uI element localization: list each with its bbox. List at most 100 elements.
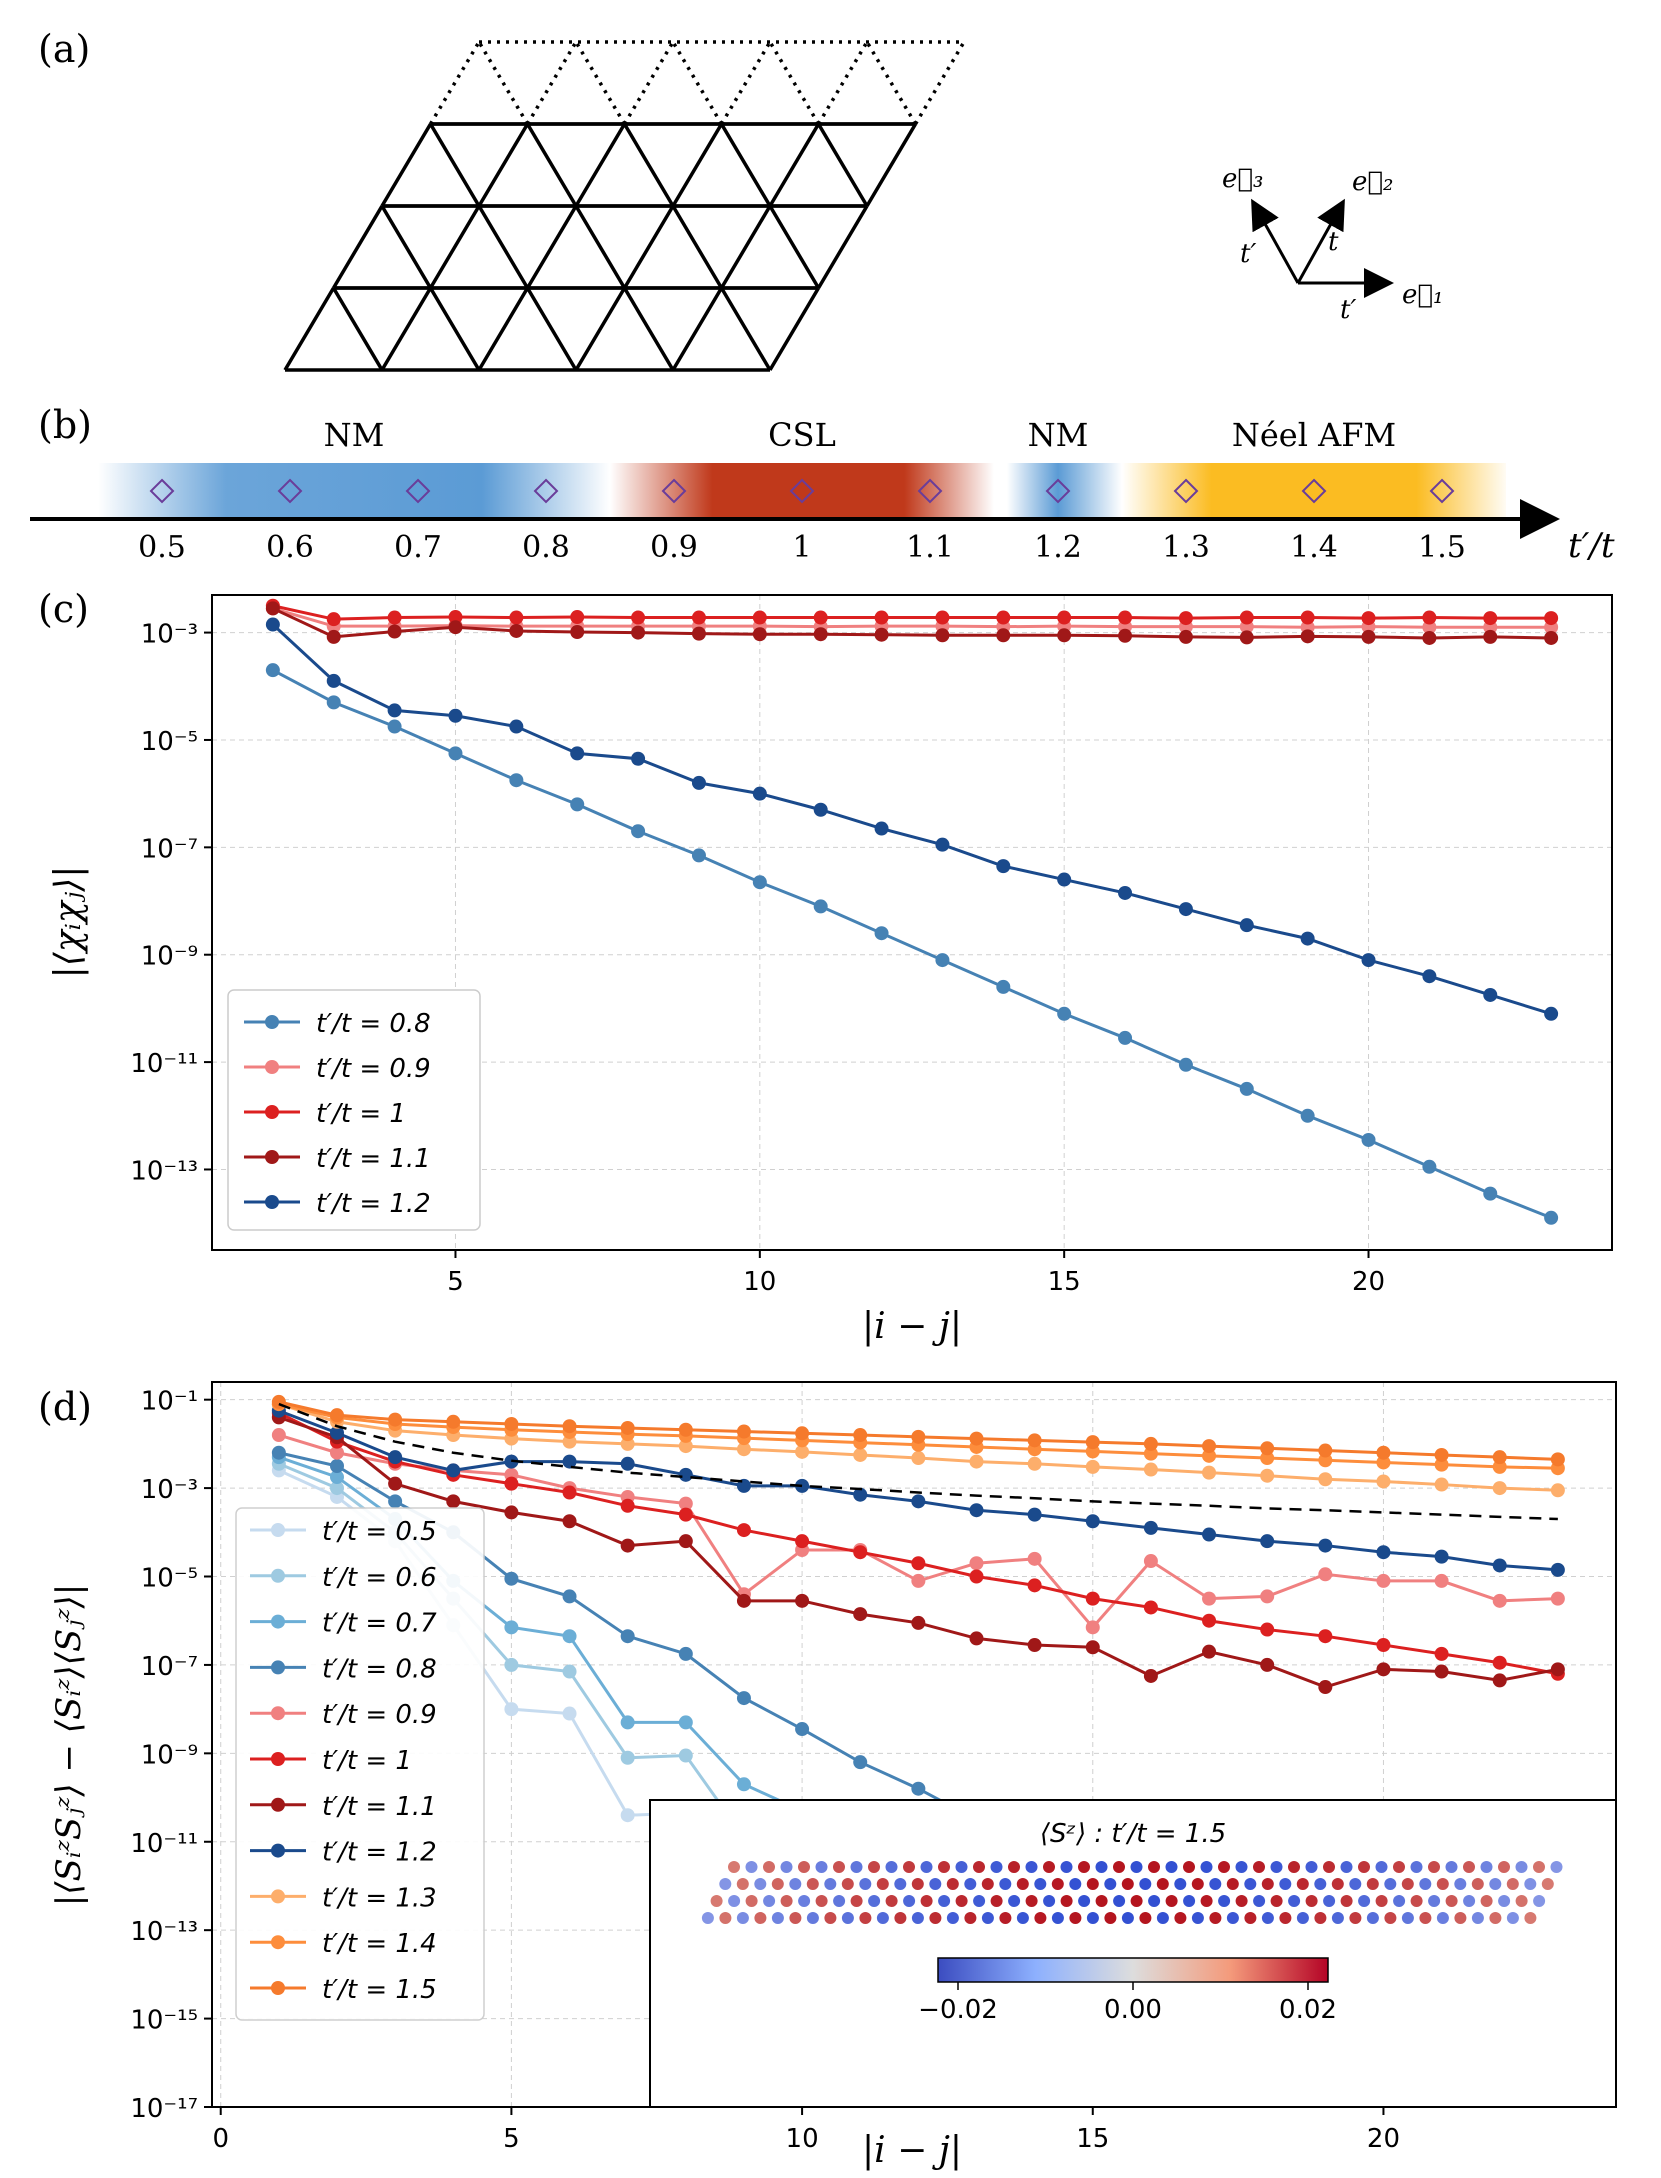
t-prime-horiz-label: t′ <box>1340 295 1356 325</box>
spin-site <box>911 1878 924 1890</box>
legend-box <box>227 989 481 1231</box>
phase-tick-label: 0.6 <box>266 530 314 565</box>
data-point <box>1361 1132 1376 1147</box>
spin-site <box>1139 1912 1152 1924</box>
spin-site <box>1261 1878 1274 1890</box>
data-point <box>1550 1452 1565 1467</box>
data-point <box>509 623 524 638</box>
data-point <box>562 1589 577 1604</box>
legend-marker <box>271 1981 285 1995</box>
y-tick-label: 10⁻¹³ <box>130 1156 198 1186</box>
legend-marker <box>271 1935 285 1950</box>
data-point <box>935 837 950 852</box>
data-point <box>853 1428 868 1443</box>
spin-site <box>1436 1878 1449 1890</box>
spin-site <box>1244 1878 1257 1890</box>
phase-point-marker <box>1301 478 1327 504</box>
data-point <box>969 1503 984 1518</box>
spin-site <box>859 1878 872 1890</box>
spin-site <box>1445 1861 1458 1873</box>
data-point <box>329 1408 344 1423</box>
data-point <box>387 610 402 625</box>
data-point <box>1085 1591 1100 1606</box>
lattice-bond <box>865 123 918 207</box>
spin-site <box>1314 1912 1327 1924</box>
data-point <box>562 1485 577 1500</box>
spin-site <box>1183 1895 1196 1907</box>
data-point <box>1544 1210 1559 1225</box>
triangular-lattice <box>283 40 966 372</box>
panel-a-label: (a) <box>38 27 90 71</box>
data-point <box>1492 1450 1507 1465</box>
spin-site <box>754 1878 767 1890</box>
data-point <box>446 1494 461 1509</box>
legend-label: t′/t = 1.2 <box>316 1189 431 1219</box>
spin-site <box>1375 1861 1388 1873</box>
data-point <box>1143 1462 1158 1477</box>
spin-site <box>1051 1878 1064 1890</box>
data-point <box>265 601 280 616</box>
spin-site <box>973 1861 985 1873</box>
lattice-bond <box>719 123 772 207</box>
data-point <box>1027 1433 1042 1448</box>
spin-site <box>1148 1895 1161 1907</box>
spin-site <box>1008 1861 1020 1873</box>
data-point <box>1434 1549 1449 1564</box>
lattice-bond <box>913 41 966 125</box>
data-point <box>1483 1186 1498 1201</box>
spin-site <box>894 1878 907 1890</box>
spin-site <box>1244 1912 1257 1924</box>
lattice-bond <box>428 205 481 289</box>
spin-site <box>876 1878 889 1890</box>
lattice-bond <box>622 123 675 207</box>
lattice-bond <box>768 123 821 207</box>
data-point <box>1318 1567 1333 1582</box>
data-point <box>1027 1551 1042 1566</box>
data-point <box>969 1454 984 1469</box>
data-point <box>448 746 463 761</box>
data-point <box>1544 611 1559 626</box>
phase-point-marker <box>789 478 815 504</box>
lattice-bond <box>865 41 918 125</box>
spin-site <box>1209 1912 1222 1924</box>
data-point <box>265 617 280 632</box>
spin-site <box>806 1912 819 1924</box>
data-point <box>504 1571 519 1586</box>
data-point <box>570 746 585 761</box>
data-point <box>1118 885 1133 900</box>
data-point <box>969 1556 984 1571</box>
legend-label: t′/t = 0.8 <box>322 1654 437 1684</box>
spin-site <box>1410 1861 1423 1873</box>
data-point <box>631 751 646 766</box>
data-point <box>1318 1538 1333 1553</box>
spin-site <box>1279 1878 1292 1890</box>
data-point <box>853 1487 868 1502</box>
lattice-bond <box>477 41 530 125</box>
lattice-bond <box>816 205 869 289</box>
lattice-bond <box>525 123 578 207</box>
y-axis-label: |⟨SᵢᶻSⱼᶻ⟩ − ⟨Sᵢᶻ⟩⟨Sⱼᶻ⟩| <box>49 1584 89 1907</box>
data-point <box>1178 611 1193 626</box>
legend-label: t′/t = 1.3 <box>322 1883 437 1913</box>
panel-c-label: (c) <box>38 587 89 631</box>
colorbar-tick-label: −0.02 <box>918 1995 998 2025</box>
data-point <box>996 628 1011 643</box>
spin-site <box>938 1861 950 1873</box>
spin-site <box>1165 1895 1178 1907</box>
legend-marker <box>271 1797 285 1812</box>
data-point <box>1178 902 1193 917</box>
data-point <box>1027 1456 1042 1471</box>
data-point <box>853 1755 868 1770</box>
data-point <box>1376 1662 1391 1677</box>
spin-site <box>1533 1895 1546 1907</box>
data-point <box>813 627 828 642</box>
data-point <box>1118 1030 1133 1045</box>
spin-site <box>999 1878 1012 1890</box>
spin-site <box>736 1878 749 1890</box>
spin-site <box>1078 1895 1091 1907</box>
phase-name: Néel AFM <box>1232 416 1396 454</box>
phase-gradient-bar <box>98 463 1506 517</box>
legend-label: t′/t = 0.6 <box>322 1563 437 1593</box>
data-point <box>736 1523 751 1538</box>
data-point <box>1143 1600 1158 1615</box>
